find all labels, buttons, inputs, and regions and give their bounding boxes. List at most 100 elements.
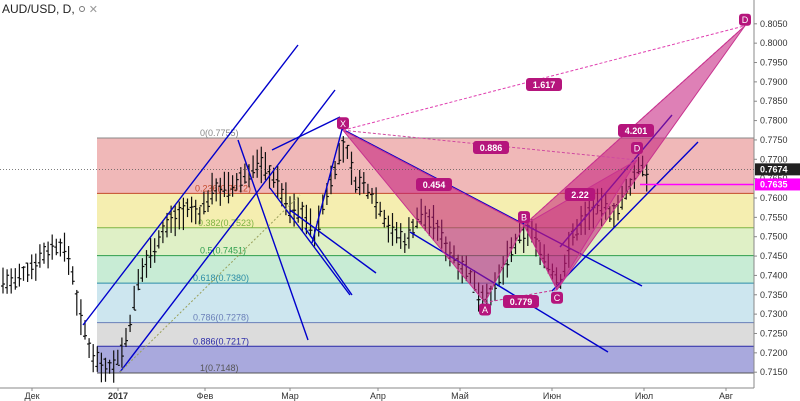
price-tick-label: 0.7800 <box>760 116 788 126</box>
channel-line-8[interactable] <box>339 127 643 287</box>
price-bar <box>107 359 112 374</box>
point-x-label[interactable]: X <box>337 117 349 130</box>
price-bar <box>337 143 342 165</box>
price-bar <box>374 187 379 219</box>
price-bar <box>406 217 411 249</box>
price-bar <box>222 171 227 198</box>
time-axis[interactable]: Дек 2017 Фев Мар Апр Май Июн Июл Авг <box>0 387 754 401</box>
point-b-label[interactable]: B <box>518 211 530 224</box>
price-bar <box>46 241 51 269</box>
price-tick-label: 0.7750 <box>760 135 788 145</box>
price-bar <box>349 151 354 185</box>
price-bar <box>185 198 190 218</box>
price-bar <box>87 338 92 359</box>
price-tick-label: 0.7900 <box>760 77 788 87</box>
ratio-label-4-text: 1.617 <box>533 80 556 90</box>
price-bar <box>386 215 391 243</box>
ratio-label-5-text: 0.886 <box>480 143 503 153</box>
channel-line-2[interactable] <box>271 116 341 151</box>
price-tick-label: 0.7450 <box>760 251 788 261</box>
channel-line-10[interactable] <box>551 141 699 292</box>
price-tick-label: 0.7250 <box>760 328 788 338</box>
channel-line-3[interactable] <box>289 209 377 274</box>
time-tick-label: Май <box>451 391 469 401</box>
ratio-label-4[interactable]: 1.617 <box>526 78 562 91</box>
price-bar <box>357 169 362 196</box>
close-icon[interactable]: ✕ <box>88 3 98 16</box>
price-bar <box>132 285 137 311</box>
time-tick-label: Фев <box>197 391 214 401</box>
price-tick-label: 0.7200 <box>760 348 788 358</box>
inner-d-leg[interactable] <box>523 159 638 291</box>
ratio-label-5[interactable]: 0.886 <box>473 141 509 154</box>
price-bar <box>144 250 149 278</box>
price-bar <box>29 254 34 280</box>
channel-line-4[interactable] <box>237 139 309 341</box>
fib-label-5: 0.786(0.7278) <box>193 313 249 323</box>
price-tick-label: 0.7150 <box>760 367 788 377</box>
price-bar <box>13 268 18 290</box>
price-bar <box>308 208 313 237</box>
price-bar <box>78 299 83 336</box>
price-bar <box>378 201 383 217</box>
price-bar <box>238 167 243 193</box>
ratio-label-3[interactable]: 2.22 <box>564 188 596 201</box>
time-tick-label: Июл <box>635 391 653 401</box>
price-axis-bg <box>754 0 800 401</box>
channel-line-7[interactable] <box>269 187 351 296</box>
point-c-label[interactable]: C <box>551 291 563 304</box>
pattern-labels: X A B C D D 0.454 0.779 2.22 1.617 0.886 4.201 <box>337 13 751 316</box>
fib-label-3: 0.5(0.7451) <box>200 246 246 256</box>
price-bar <box>390 213 395 246</box>
price-tick-label: 0.7600 <box>760 193 788 203</box>
time-tick-label: 2017 <box>108 391 128 401</box>
price-bar <box>74 289 79 316</box>
price-bar <box>333 160 338 180</box>
channel-line-0[interactable] <box>82 44 299 326</box>
ratio-label-6[interactable]: 4.201 <box>618 124 654 137</box>
price-bar <box>17 263 22 287</box>
price-bar <box>189 196 194 223</box>
price-bar <box>50 234 55 260</box>
time-tick-label: Мар <box>281 391 299 401</box>
price-bar <box>165 212 169 238</box>
inner-d-label[interactable]: D <box>631 142 643 154</box>
price-bar <box>279 183 284 207</box>
time-tick-label: Июн <box>543 391 561 401</box>
price-bar <box>70 266 75 285</box>
ratio-label-1[interactable]: 0.454 <box>416 178 452 191</box>
price-bar <box>197 205 202 225</box>
time-tick-label: Дек <box>24 391 39 401</box>
price-bar <box>21 266 26 281</box>
price-tick-label: 0.7500 <box>760 232 788 242</box>
price-bar <box>103 357 108 382</box>
price-bar <box>95 346 100 372</box>
price-bar <box>218 177 223 206</box>
price-bar <box>54 238 59 256</box>
status-dot-icon[interactable] <box>78 6 85 12</box>
point-d-label-text: D <box>742 15 749 25</box>
point-b-label-text: B <box>521 213 527 223</box>
ratio-label-2[interactable]: 0.779 <box>503 295 539 308</box>
price-bar <box>111 350 116 383</box>
price-bar <box>411 218 415 239</box>
price-bar <box>173 205 178 237</box>
channel-line-6[interactable] <box>311 117 346 244</box>
point-d-label[interactable]: D <box>739 13 751 26</box>
price-bar <box>226 171 231 204</box>
hline-price-badge[interactable] <box>755 178 800 191</box>
price-bar <box>115 349 120 366</box>
symbol-header: AUD/USD, D, ✕ <box>2 2 98 16</box>
point-a-label[interactable]: A <box>479 303 491 316</box>
xb-ratio-line[interactable] <box>342 129 525 226</box>
fib-label-4: 0.618(0.7380) <box>193 273 249 283</box>
price-bar <box>152 238 157 263</box>
fib-label-0: 0(0.7755) <box>200 128 239 138</box>
inner-d-label-text: D <box>634 144 641 154</box>
price-bar <box>66 246 71 275</box>
price-bar <box>148 238 153 269</box>
fib-labels: 0(0.7755) 0.236(0.7612) 0.382(0.7523) 0.5(0… <box>193 128 254 373</box>
price-bar <box>394 221 399 244</box>
